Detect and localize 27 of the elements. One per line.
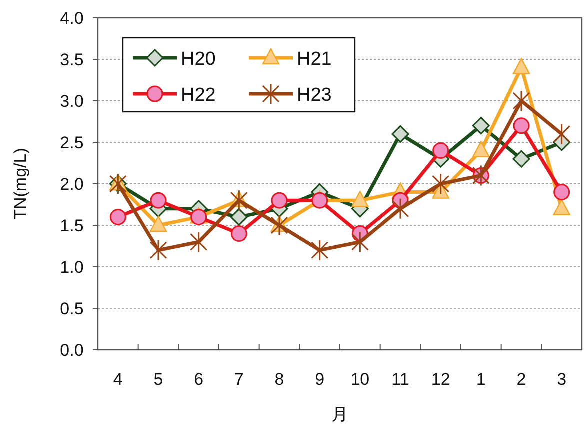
x-tick-label: 12	[431, 370, 450, 389]
x-tick-label: 11	[392, 370, 410, 389]
y-tick-label: 3.0	[60, 92, 84, 111]
y-tick-label: 4.0	[60, 9, 84, 28]
x-axis-title: 月	[332, 405, 348, 424]
x-tick-label: 3	[557, 370, 567, 389]
legend-label: H21	[297, 49, 332, 70]
y-tick-label: 1.0	[60, 258, 84, 277]
x-tick-label: 5	[154, 370, 164, 389]
legend-label: H20	[181, 49, 216, 70]
x-tick-label: 7	[234, 370, 244, 389]
legend-label: H23	[297, 85, 332, 106]
y-tick-label: 2.5	[60, 134, 84, 152]
y-tick-label: 1.5	[60, 216, 84, 236]
x-tick-label: 9	[315, 370, 325, 389]
y-tick-label: 0.5	[60, 300, 84, 318]
x-tick-label: 4	[113, 370, 123, 389]
x-tick-label: 6	[194, 370, 204, 389]
y-tick-label: 2.0	[60, 175, 84, 194]
y-axis-title: TN(mg/L)	[11, 148, 30, 220]
x-tick-label: 2	[516, 370, 526, 389]
x-tick-label: 1	[476, 370, 486, 389]
legend-label: H22	[181, 85, 216, 106]
y-tick-label: 3.5	[60, 50, 84, 70]
y-tick-label: 0.0	[60, 341, 84, 360]
x-tick-label: 10	[350, 370, 370, 389]
x-tick-label: 8	[274, 370, 284, 389]
